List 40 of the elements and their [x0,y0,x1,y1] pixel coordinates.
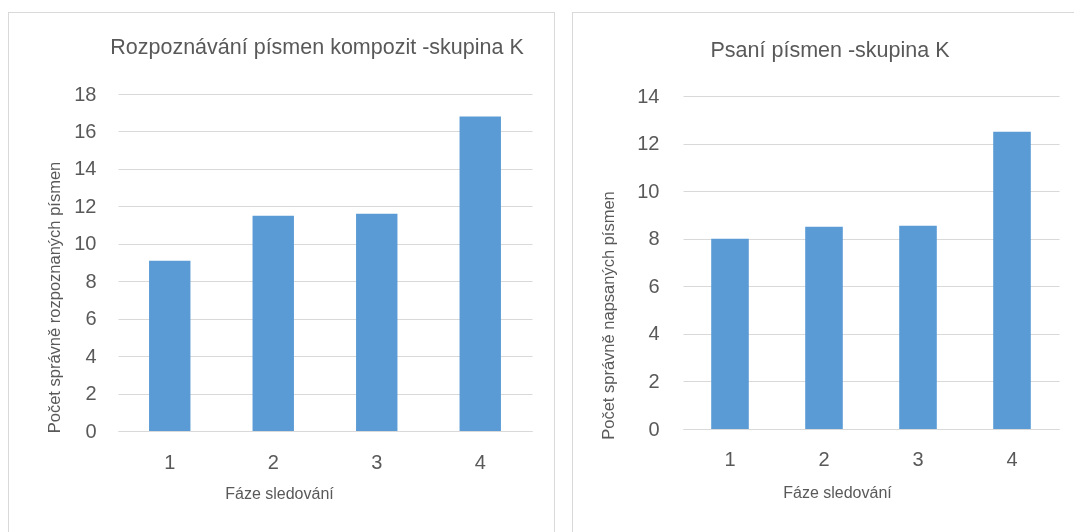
chart-title: Rozpoznávání písmen kompozit -skupina K [110,34,525,59]
x-tick-label: 2 [818,447,830,470]
chart-title: Psaní písmen -skupina K [710,37,951,62]
y-tick-label: 2 [85,382,97,405]
x-tick-label: 4 [474,450,486,473]
y-tick-label: 4 [648,322,660,345]
bar [149,260,191,431]
y-tick-label: 6 [648,274,660,297]
x-tick-label: 1 [724,447,736,470]
y-tick-label: 10 [74,232,97,255]
bar [252,215,294,431]
y-tick-label: 0 [85,419,97,442]
x-axis-title: Fáze sledování [225,484,335,502]
x-axis-title: Fáze sledování [783,483,893,501]
x-tick-label: 2 [267,450,279,473]
bar [899,225,937,429]
y-axis-title: Počet správně rozpoznaných písmen [45,161,64,434]
y-tick-label: 4 [85,344,97,367]
y-tick-label: 14 [74,157,97,180]
y-tick-label: 8 [648,227,660,250]
bar [805,226,843,429]
y-tick-label: 12 [74,194,97,217]
y-axis-title: Počet správně napsaných písmen [599,191,618,440]
y-tick-label: 0 [648,417,660,440]
y-tick-label: 8 [85,269,97,292]
bar [993,131,1031,429]
y-tick-label: 14 [637,84,660,107]
y-tick-label: 6 [85,307,97,330]
x-tick-label: 3 [371,450,383,473]
y-tick-label: 12 [637,132,660,155]
y-tick-label: 10 [637,179,660,202]
x-tick-label: 3 [912,447,924,470]
bar [459,116,501,431]
bar [356,213,398,431]
x-tick-label: 1 [164,450,176,473]
y-tick-label: 18 [74,82,97,105]
y-tick-label: 2 [648,369,660,392]
y-tick-label: 16 [74,119,97,142]
bar [711,238,749,429]
x-tick-label: 4 [1006,447,1018,470]
